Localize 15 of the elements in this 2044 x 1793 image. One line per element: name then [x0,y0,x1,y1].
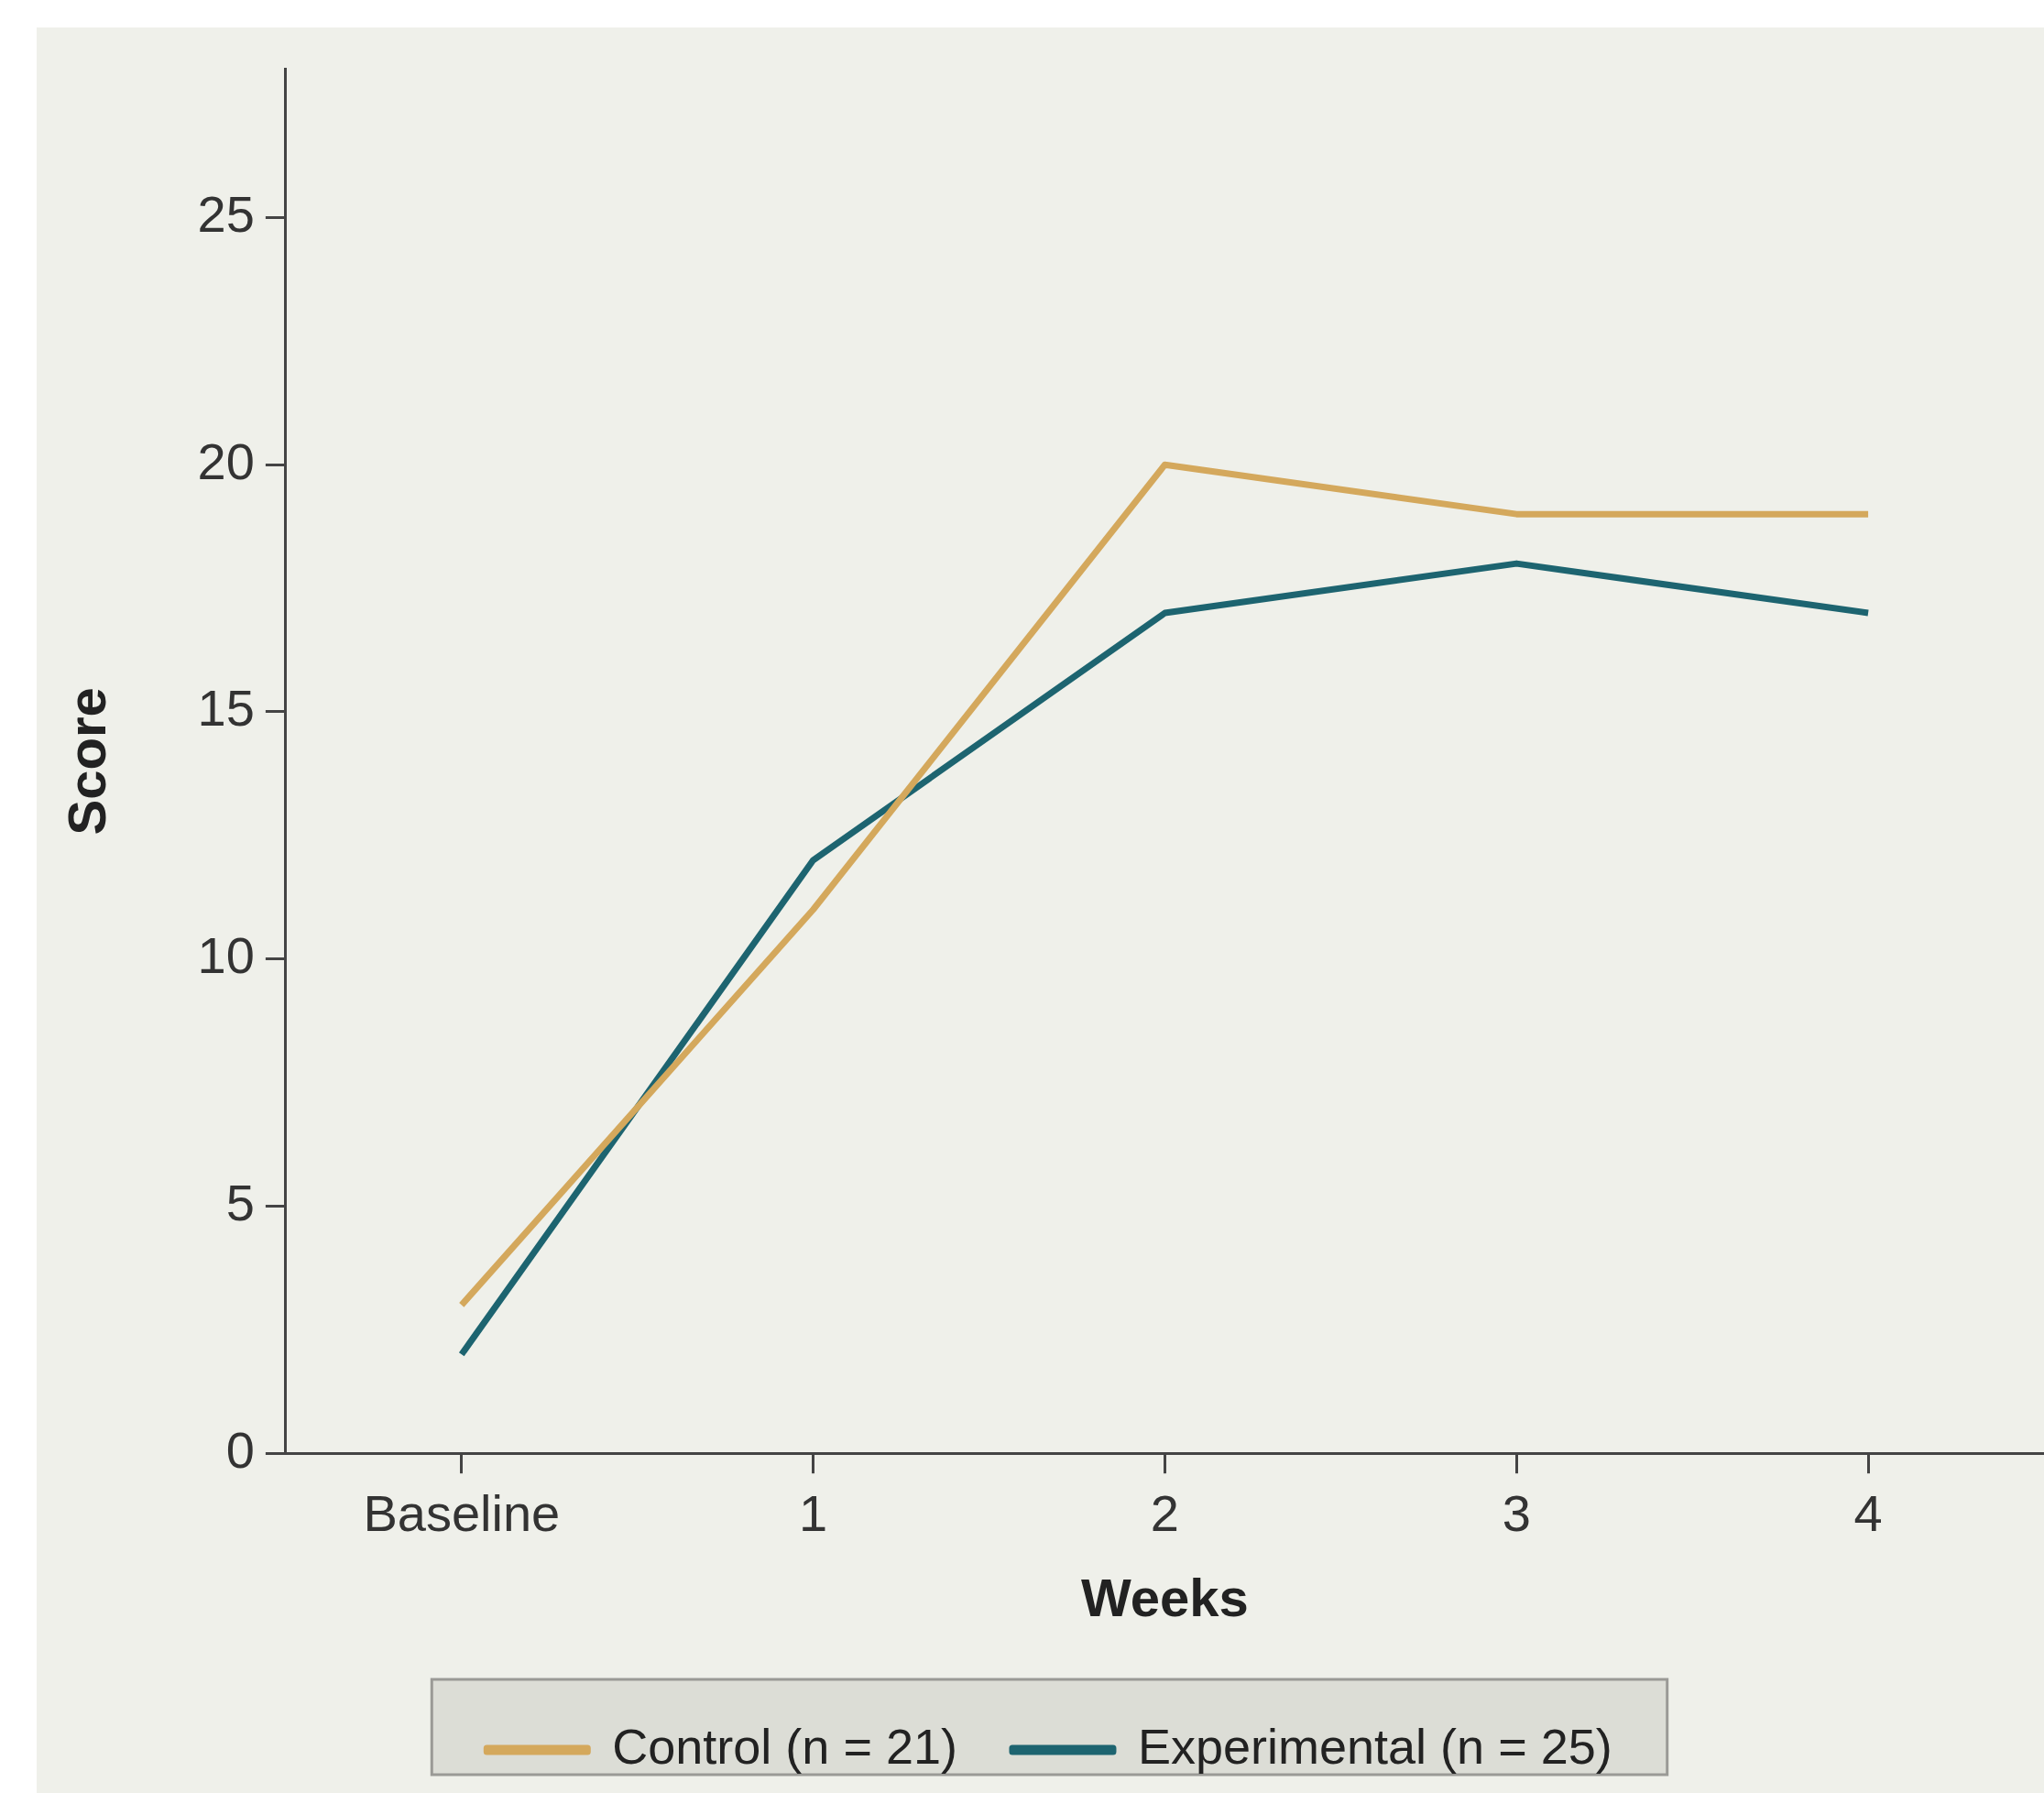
x-axis-title: Weeks [1081,1568,1249,1628]
y-tick-label: 5 [225,1173,255,1231]
y-axis-title: Score [56,687,116,836]
legend-label: Experimental (n = 25) [1137,1718,1612,1774]
y-tick-label: 20 [197,432,255,490]
y-tick-label: 25 [197,184,255,243]
x-tick-label: 4 [1853,1484,1883,1543]
x-tick-label: 1 [799,1484,828,1543]
legend-label: Control (n = 21) [612,1718,957,1774]
y-tick-label: 0 [225,1420,255,1479]
x-tick-label: 2 [1150,1484,1180,1543]
x-tick-label: 3 [1502,1484,1531,1543]
x-tick-label: Baseline [363,1484,561,1543]
y-tick-label: 10 [197,926,255,985]
y-tick-label: 15 [197,679,255,738]
